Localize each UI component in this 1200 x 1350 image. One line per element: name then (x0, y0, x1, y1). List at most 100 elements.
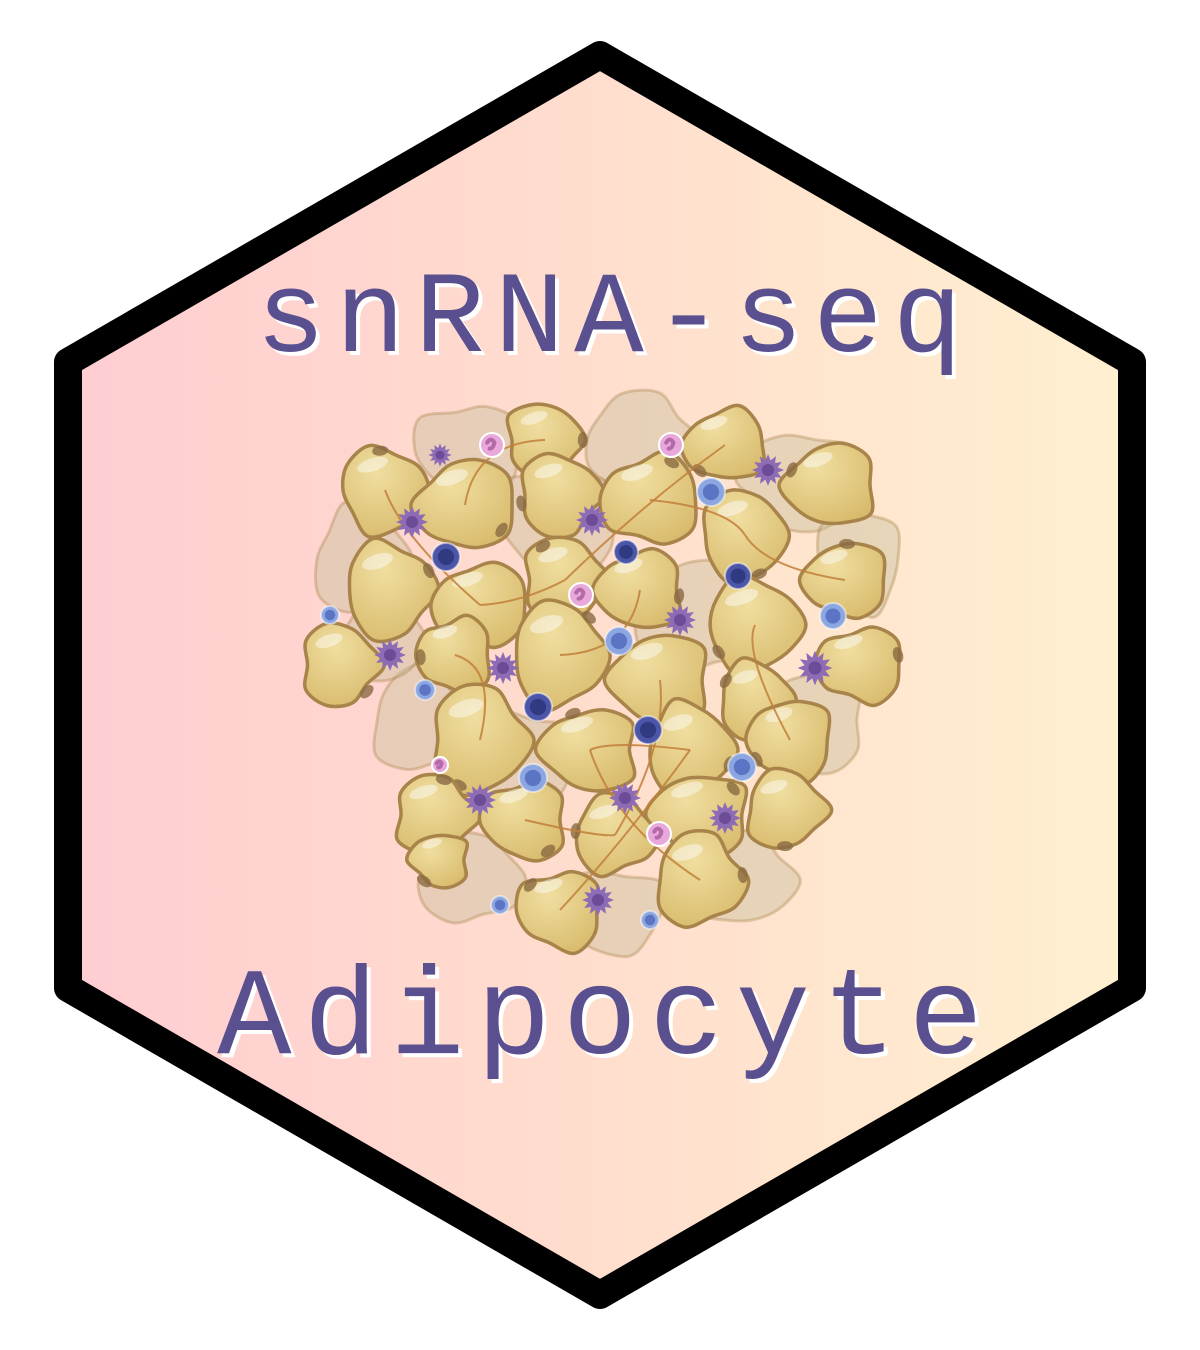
subtitle-shadow: Adipocyte (221, 955, 999, 1095)
neutrophil-cell (646, 821, 672, 847)
adipocyte-cell (746, 766, 834, 850)
cell-nucleus (712, 644, 726, 659)
cell-nucleus (415, 649, 426, 666)
title-shadow: snRNA-seq (260, 258, 977, 390)
macrophage-cell (396, 506, 428, 538)
cell-highlight (820, 549, 848, 564)
cell-nucleus (719, 673, 732, 689)
lymphocyte-dark (724, 562, 752, 590)
lymphocyte-nucleus (610, 632, 628, 650)
lymphocyte-nucleus (619, 545, 633, 559)
cell-highlight (760, 779, 788, 794)
cell-highlight (765, 707, 793, 723)
cell-highlight (534, 463, 563, 479)
cell-nucleus (737, 867, 748, 884)
macrophage-nucleus (473, 793, 487, 807)
macrophage-cell (374, 639, 406, 671)
connective-fiber (479, 579, 566, 606)
cell-highlight (724, 588, 759, 607)
macrophage-nucleus (435, 450, 445, 460)
connective-fiber (524, 819, 616, 837)
cell-nucleus (892, 647, 904, 663)
cell-nucleus (423, 563, 435, 579)
lymphocyte-light (604, 626, 634, 656)
neutrophil-cell (431, 756, 449, 774)
connective-fiber-layer (384, 439, 846, 911)
connective-fiber (454, 654, 487, 741)
lymphocyte-nucleus (419, 684, 431, 696)
adipocyte-cell (533, 707, 637, 793)
cell-highlight (529, 615, 564, 634)
macrophage-cell (752, 454, 784, 486)
macrophage-cell (487, 652, 519, 684)
cell-highlight (561, 716, 593, 733)
cell-highlight (520, 411, 548, 425)
connective-fiber (564, 444, 726, 581)
cell-nucleus (372, 445, 389, 456)
cell-nucleus (535, 540, 551, 553)
cell-nucleus (673, 588, 685, 605)
lymphocyte-light (518, 763, 548, 793)
macrophage-nucleus (585, 513, 599, 527)
adipocyte-cell (797, 541, 887, 621)
lymphocyte-nucleus (494, 899, 506, 911)
cell-highlight (432, 625, 458, 639)
connective-fiber (649, 499, 746, 536)
cell-highlight (672, 844, 703, 861)
cell-highlight (700, 416, 728, 430)
connective-fiber (751, 624, 791, 741)
adipocyte-cell (433, 682, 536, 798)
adipocyte-cell (405, 833, 470, 890)
sticker-subtitle: Adipocyte (217, 951, 995, 1091)
lymphocyte-light (414, 679, 436, 701)
lymphocyte-nucleus (324, 609, 336, 621)
cell-nucleus (435, 774, 452, 785)
cell-highlight (803, 451, 833, 468)
lymphocyte-nucleus (639, 721, 657, 739)
macrophage-nucleus (383, 648, 397, 662)
macrophage-cell (428, 443, 452, 467)
cell-highlight (499, 788, 528, 804)
macrophage-cell (582, 884, 614, 916)
lymphocyte-nucleus (524, 769, 542, 787)
cell-nucleus (495, 522, 508, 538)
neutrophil-nucleus (485, 437, 497, 451)
cell-nucleus (577, 432, 588, 448)
lymphocyte-nucleus (437, 548, 455, 566)
lymphocyte-dark (633, 715, 663, 745)
neutrophil-cell (479, 432, 505, 458)
adipocyte-cell (302, 621, 387, 709)
neutrophil-cell (568, 582, 594, 608)
connective-fiber (744, 534, 846, 581)
neutrophil-nucleus (434, 759, 444, 770)
cell-highlight (422, 838, 442, 849)
cell-highlight (631, 642, 663, 661)
adipocyte-cell (708, 572, 808, 678)
cell-highlight (452, 571, 483, 588)
lymphocyte-light (320, 605, 340, 625)
cell-nucleus (786, 462, 798, 478)
cell-nucleus (516, 495, 527, 512)
macrophage-nucleus (808, 661, 822, 675)
cell-nucleus (416, 874, 432, 888)
cell-highlight (409, 784, 438, 800)
cell-highlight (732, 670, 758, 684)
macrophage-nucleus (718, 811, 732, 825)
macrophage-cell (576, 504, 608, 536)
cell-nucleus (360, 685, 374, 699)
macrophage-nucleus (405, 515, 419, 529)
cell-nucleus (565, 707, 581, 720)
macrophage-cell (797, 650, 833, 686)
macrophage-nucleus (618, 791, 632, 805)
lymphocyte-light (640, 910, 660, 930)
macrophage-cell (664, 604, 696, 636)
lymphocyte-light (696, 477, 726, 507)
lymphocyte-light (727, 752, 757, 782)
connective-fiber (589, 744, 691, 751)
neutrophil-cell (658, 432, 684, 458)
macrophage-nucleus (496, 661, 510, 675)
adipocyte-cell (347, 536, 441, 644)
cell-highlight (614, 558, 643, 574)
lymphocyte-nucleus (529, 698, 547, 716)
